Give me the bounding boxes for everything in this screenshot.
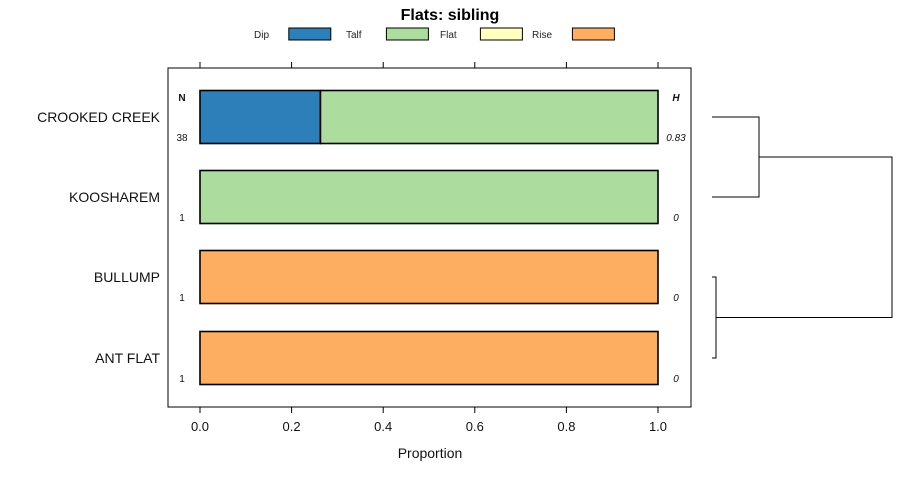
chart-title: Flats: sibling: [401, 7, 500, 24]
n-value: 1: [179, 374, 185, 385]
bar-segment-bullump-rise: [199, 249, 659, 305]
n-header: N: [178, 93, 185, 104]
category-label-crooked-creek: CROOKED CREEK: [37, 109, 161, 125]
x-tick-label: 0.4: [374, 419, 392, 434]
bar-segment-crooked-creek-dip: [199, 89, 322, 145]
h-value: 0: [673, 293, 679, 304]
legend-label-talf: Talf: [346, 30, 362, 41]
legend-label-dip: Dip: [254, 30, 269, 41]
h-value: 0: [673, 374, 679, 385]
x-tick-label: 1.0: [649, 419, 667, 434]
dendrogram: [712, 116, 893, 359]
h-value: 0.83: [666, 133, 686, 144]
legend-label-rise: Rise: [532, 30, 552, 41]
h-column: H 0.83 0 0 0: [666, 93, 686, 385]
legend: Dip Talf Flat Rise: [254, 27, 615, 41]
dendrogram-branch: [712, 116, 760, 198]
bar-segment-koosharem-talf: [199, 169, 659, 225]
legend-swatch-dip: [288, 27, 332, 41]
bars: [199, 89, 659, 386]
n-value: 38: [176, 133, 188, 144]
h-header: H: [672, 93, 680, 104]
dendrogram-branch: [712, 276, 717, 359]
category-label-ant-flat: ANT FLAT: [95, 350, 160, 366]
n-value: 1: [179, 293, 185, 304]
top-axis-ticks: [199, 62, 659, 68]
n-column: N 38 1 1 1: [176, 93, 188, 385]
plot-frame: [167, 67, 692, 408]
legend-label-flat: Flat: [440, 30, 457, 41]
legend-swatch-talf: [385, 27, 429, 41]
dendrogram-root: [716, 156, 893, 318]
n-value: 1: [179, 213, 185, 224]
x-tick-label: 0.6: [466, 419, 484, 434]
bar-segment-crooked-creek-talf: [319, 89, 659, 145]
category-label-koosharem: KOOSHAREM: [69, 189, 160, 205]
category-labels: CROOKED CREEK KOOSHAREM BULLUMP ANT FLAT: [37, 109, 161, 366]
x-tick-label: 0.8: [557, 419, 575, 434]
x-axis-title: Proportion: [398, 445, 463, 461]
category-label-bullump: BULLUMP: [94, 269, 160, 285]
legend-swatch-flat: [479, 27, 523, 41]
bar-segment-ant-flat-rise: [199, 330, 659, 386]
x-axis: 0.0 0.2 0.4 0.6 0.8 1.0: [191, 407, 667, 434]
x-tick-label: 0.0: [191, 419, 209, 434]
x-tick-label: 0.2: [283, 419, 301, 434]
legend-swatch-rise: [571, 27, 615, 41]
h-value: 0: [673, 213, 679, 224]
